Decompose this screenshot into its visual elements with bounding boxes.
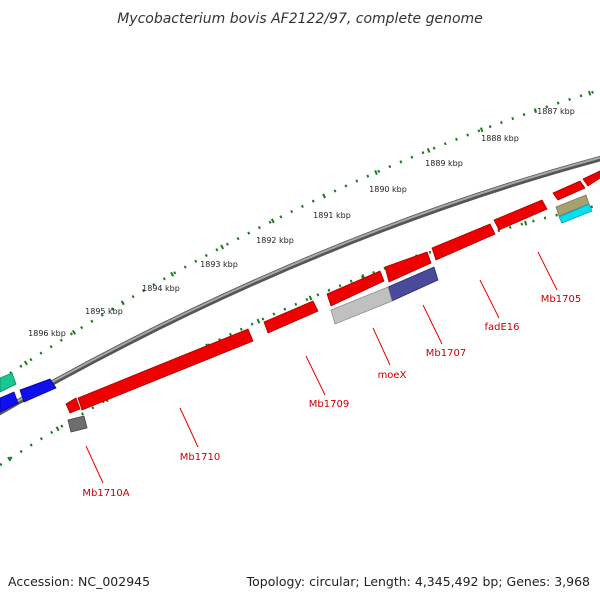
kbp-label-1887: 1887 kbp — [537, 107, 575, 116]
kbp-label-1890: 1890 kbp — [369, 185, 407, 194]
genome-summary-text: Topology: circular; Length: 4,345,492 bp… — [246, 574, 590, 589]
gene-mb1709-arrow-a[interactable] — [326, 270, 385, 307]
gene-blue-arrow-a[interactable] — [19, 378, 57, 403]
gene-fade16-arrow[interactable] — [493, 199, 548, 231]
reverse-features — [67, 194, 593, 433]
feature-dark-bar[interactable] — [67, 415, 88, 433]
forward-genes — [0, 170, 600, 414]
kbp-label-1895: 1895 kbp — [85, 307, 123, 316]
kbp-label-1888: 1888 kbp — [481, 134, 519, 143]
kbp-label-1892: 1892 kbp — [256, 236, 294, 245]
gene-label-mb1705[interactable]: Mb1705 — [541, 294, 581, 305]
gene-labels: Mb1705 fadE16 Mb1707 moeX Mb1709 Mb1710 … — [82, 294, 581, 499]
kbp-label-1889: 1889 kbp — [425, 159, 463, 168]
gene-teal-arrow[interactable] — [0, 372, 17, 393]
map-title: Mycobacterium bovis AF2122/97, complete … — [117, 11, 483, 27]
gene-label-mb1710[interactable]: Mb1710 — [180, 452, 220, 463]
gene-mb1707-arrow[interactable] — [431, 223, 496, 261]
gene-blue-arrow-b[interactable] — [0, 391, 19, 413]
label-leaders — [85, 251, 558, 484]
gene-mb1709-arrow-b[interactable] — [263, 300, 319, 334]
genome-backbone — [0, 155, 600, 416]
kbp-label-1896: 1896 kbp — [28, 329, 66, 338]
gene-moex-arrow[interactable] — [384, 251, 432, 283]
gene-label-mb1707[interactable]: Mb1707 — [426, 348, 466, 359]
gene-mb1710-arrow[interactable] — [77, 328, 254, 411]
inner-ruler — [0, 202, 600, 467]
gene-label-fade16[interactable]: fadE16 — [484, 322, 519, 333]
accession-text: Accession: NC_002945 — [8, 574, 151, 589]
gene-label-moex[interactable]: moeX — [378, 370, 407, 381]
kbp-label-1894: 1894 kbp — [142, 284, 180, 293]
feature-grey-bar[interactable] — [330, 286, 393, 325]
kbp-label-1891: 1891 kbp — [313, 211, 351, 220]
gene-label-mb1710a[interactable]: Mb1710A — [82, 488, 129, 499]
kbp-labels: 1887 kbp 1888 kbp 1889 kbp 1890 kbp 1891… — [28, 107, 575, 338]
gene-upstream-arrow[interactable] — [582, 170, 600, 187]
gene-mb1710a-arrow[interactable] — [65, 397, 81, 414]
feature-cyan-bar[interactable] — [558, 203, 593, 224]
kbp-label-1893: 1893 kbp — [200, 260, 238, 269]
gene-label-mb1709[interactable]: Mb1709 — [309, 399, 349, 410]
gene-mb1705-arrow[interactable] — [552, 180, 586, 201]
